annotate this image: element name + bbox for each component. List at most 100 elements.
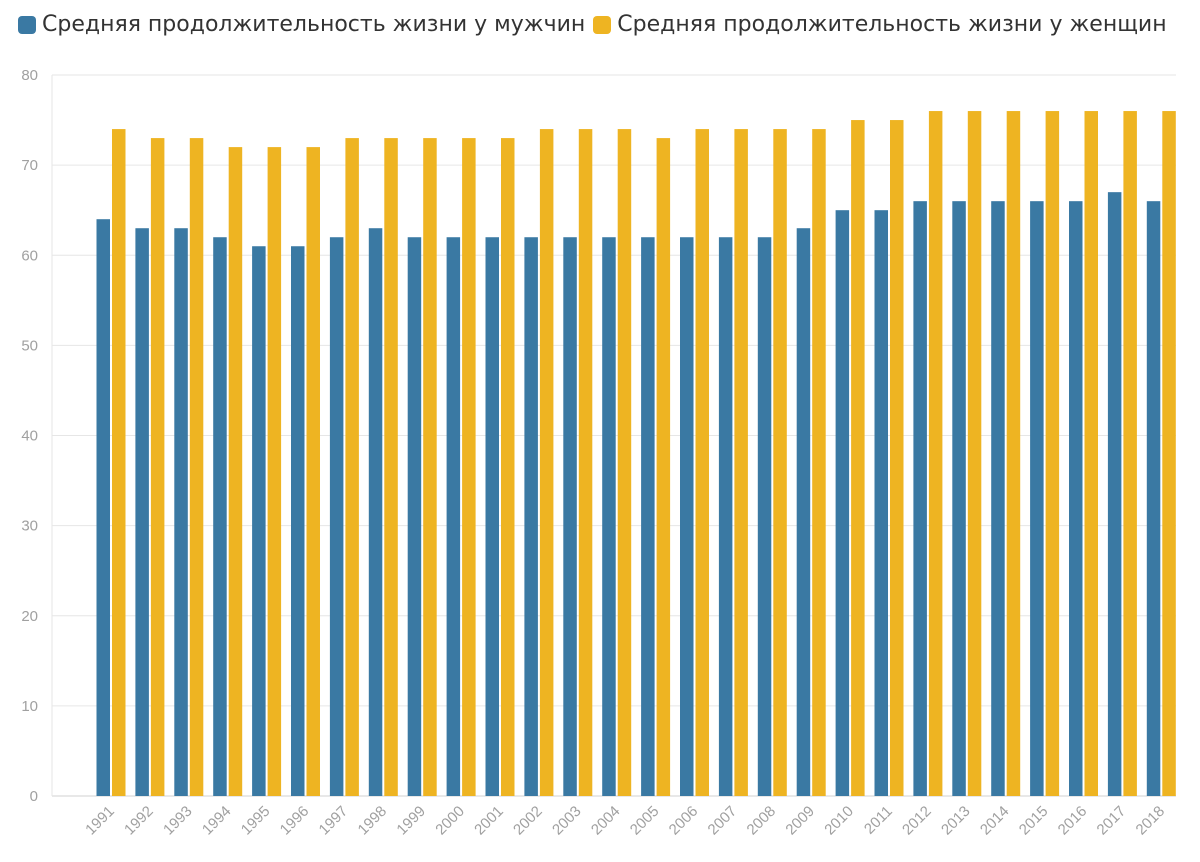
bar-women-1997 <box>345 138 359 796</box>
bar-women-2012 <box>928 111 943 797</box>
x-tick-label: 2013 <box>938 803 974 839</box>
bar-women-1994 <box>228 147 243 797</box>
bar-women-2007 <box>734 129 748 796</box>
bar-women-1993 <box>189 138 204 796</box>
bar-men-2000 <box>446 237 461 797</box>
legend-label-men: Средняя продолжительность жизни у мужчин <box>42 12 586 37</box>
bar-women-1999 <box>423 138 437 796</box>
bar-men-1996 <box>291 246 305 797</box>
legend-item-women[interactable]: Средняя продолжительность жизни у женщин <box>593 12 1167 37</box>
y-tick-label: 10 <box>21 698 38 715</box>
bar-women-1996 <box>306 147 320 797</box>
x-tick-label: 1997 <box>316 803 352 839</box>
x-tick-label: 1994 <box>199 803 235 839</box>
x-tick-label: 2007 <box>705 803 741 839</box>
legend-swatch-women <box>593 15 612 34</box>
x-tick-label: 2008 <box>744 803 780 839</box>
bar-women-2003 <box>578 129 593 796</box>
bar-men-2007 <box>718 237 733 797</box>
x-tick-label: 2003 <box>549 803 585 839</box>
bar-women-1991 <box>112 129 126 796</box>
bar-women-2009 <box>812 129 826 796</box>
y-tick-label: 80 <box>21 67 38 84</box>
bar-women-2018 <box>1162 111 1176 797</box>
chart-legend: Средняя продолжительность жизни у мужчин… <box>18 12 1167 37</box>
y-tick-label: 40 <box>21 428 38 445</box>
bar-men-2004 <box>602 237 616 797</box>
legend-label-women: Средняя продолжительность жизни у женщин <box>617 12 1167 37</box>
y-tick-label: 20 <box>21 608 38 625</box>
bar-women-2010 <box>851 120 865 796</box>
x-tick-label: 2018 <box>1133 803 1169 839</box>
bar-men-2008 <box>757 237 772 797</box>
bar-women-2005 <box>656 138 671 796</box>
x-tick-label: 2004 <box>588 803 624 839</box>
bar-men-2002 <box>524 237 538 797</box>
bar-men-2001 <box>485 237 499 797</box>
bar-men-2006 <box>680 237 694 797</box>
bar-men-2017 <box>1107 192 1122 797</box>
x-tick-label: 2006 <box>666 803 702 839</box>
y-tick-label: 70 <box>21 157 38 174</box>
bar-men-2015 <box>1030 201 1044 797</box>
x-tick-label: 1993 <box>160 803 196 839</box>
legend-swatch-men <box>18 15 36 34</box>
x-tick-label: 2017 <box>1094 803 1130 839</box>
bar-women-2016 <box>1084 111 1098 797</box>
bar-women-2015 <box>1045 111 1060 797</box>
bar-women-2006 <box>695 129 709 796</box>
x-tick-label: 2014 <box>977 803 1013 839</box>
y-tick-label: 0 <box>30 788 38 805</box>
x-tick-label: 2002 <box>510 803 546 839</box>
y-tick-label: 50 <box>21 337 38 354</box>
x-tick-label: 2001 <box>471 803 507 839</box>
bar-women-2011 <box>890 120 904 796</box>
bar-men-2003 <box>563 237 577 797</box>
bar-men-2010 <box>835 210 850 796</box>
bar-men-1999 <box>407 237 422 797</box>
x-tick-label: 2012 <box>899 803 935 839</box>
bar-men-2018 <box>1146 201 1161 797</box>
bar-women-2013 <box>967 111 982 797</box>
y-tick-label: 30 <box>21 518 38 535</box>
y-tick-label: 60 <box>21 247 38 264</box>
x-tick-label: 1996 <box>277 803 313 839</box>
x-tick-label: 2016 <box>1055 803 1091 839</box>
x-tick-label: 2015 <box>1016 803 1052 839</box>
x-tick-label: 1999 <box>393 803 429 839</box>
bar-men-1991 <box>96 219 110 796</box>
bar-men-1995 <box>252 246 266 797</box>
bar-women-2017 <box>1123 111 1137 797</box>
bar-women-2008 <box>773 129 787 796</box>
x-tick-label: 2005 <box>627 803 663 839</box>
bar-men-1998 <box>368 228 383 796</box>
legend-item-men[interactable]: Средняя продолжительность жизни у мужчин <box>18 12 585 37</box>
bar-men-1993 <box>174 228 188 796</box>
bar-women-2014 <box>1006 111 1021 797</box>
bar-women-2004 <box>617 129 632 796</box>
bar-men-1992 <box>135 228 149 796</box>
bar-men-2016 <box>1069 201 1083 797</box>
x-tick-label: 2000 <box>432 803 468 839</box>
x-tick-label: 2010 <box>821 803 857 839</box>
bar-women-1998 <box>384 138 398 796</box>
x-tick-label: 1998 <box>355 803 391 839</box>
x-tick-label: 2009 <box>782 803 818 839</box>
bar-women-1995 <box>267 147 282 797</box>
x-tick-label: 2011 <box>861 803 896 838</box>
x-tick-label: 1991 <box>82 803 118 839</box>
bar-men-2012 <box>913 201 927 797</box>
bar-men-2011 <box>874 210 888 796</box>
bar-women-2001 <box>501 138 515 796</box>
bar-men-1994 <box>213 237 227 797</box>
bar-men-2013 <box>952 201 966 797</box>
x-tick-label: 1995 <box>238 803 274 839</box>
bar-women-2000 <box>462 138 476 796</box>
bar-men-2014 <box>991 201 1005 797</box>
bar-men-1997 <box>329 237 344 797</box>
bar-women-1992 <box>150 138 165 796</box>
bar-women-2002 <box>539 129 554 796</box>
bar-men-2005 <box>641 237 655 797</box>
x-tick-label: 1992 <box>121 803 157 839</box>
